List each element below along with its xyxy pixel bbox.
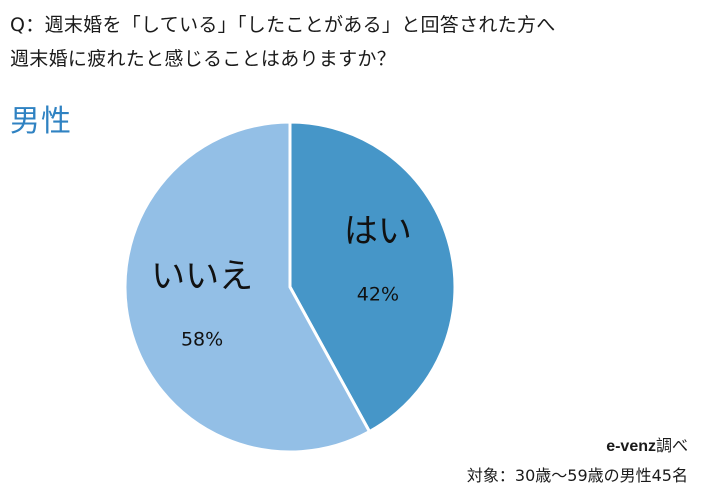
slice-yes (288, 120, 457, 434)
pie-slices (123, 120, 457, 454)
slice-no (123, 120, 372, 454)
question-text: Q：週末婚を「している」「したことがある」と回答された方へ 週末婚に疲れたと感じ… (10, 8, 700, 76)
group-label: 男性 (10, 104, 72, 139)
sample-description: 対象：30歳～59歳の男性45名 (466, 466, 688, 485)
pie-labels: はい 42% いいえ 58% (151, 211, 412, 350)
source-credit: e-venz調べ (606, 432, 688, 456)
slice-label-no: いいえ (151, 257, 253, 297)
slice-label-yes: はい (344, 211, 412, 251)
question-line-1: Q：週末婚を「している」「したことがある」と回答された方へ (10, 14, 556, 36)
slice-value-no: 58% (181, 329, 223, 351)
source-suffix: 調べ (655, 436, 688, 455)
question-line-2: 週末婚に疲れたと感じることはありますか？ (10, 48, 397, 70)
source-brand: e-venz (606, 438, 656, 455)
slice-value-yes: 42% (357, 283, 399, 305)
